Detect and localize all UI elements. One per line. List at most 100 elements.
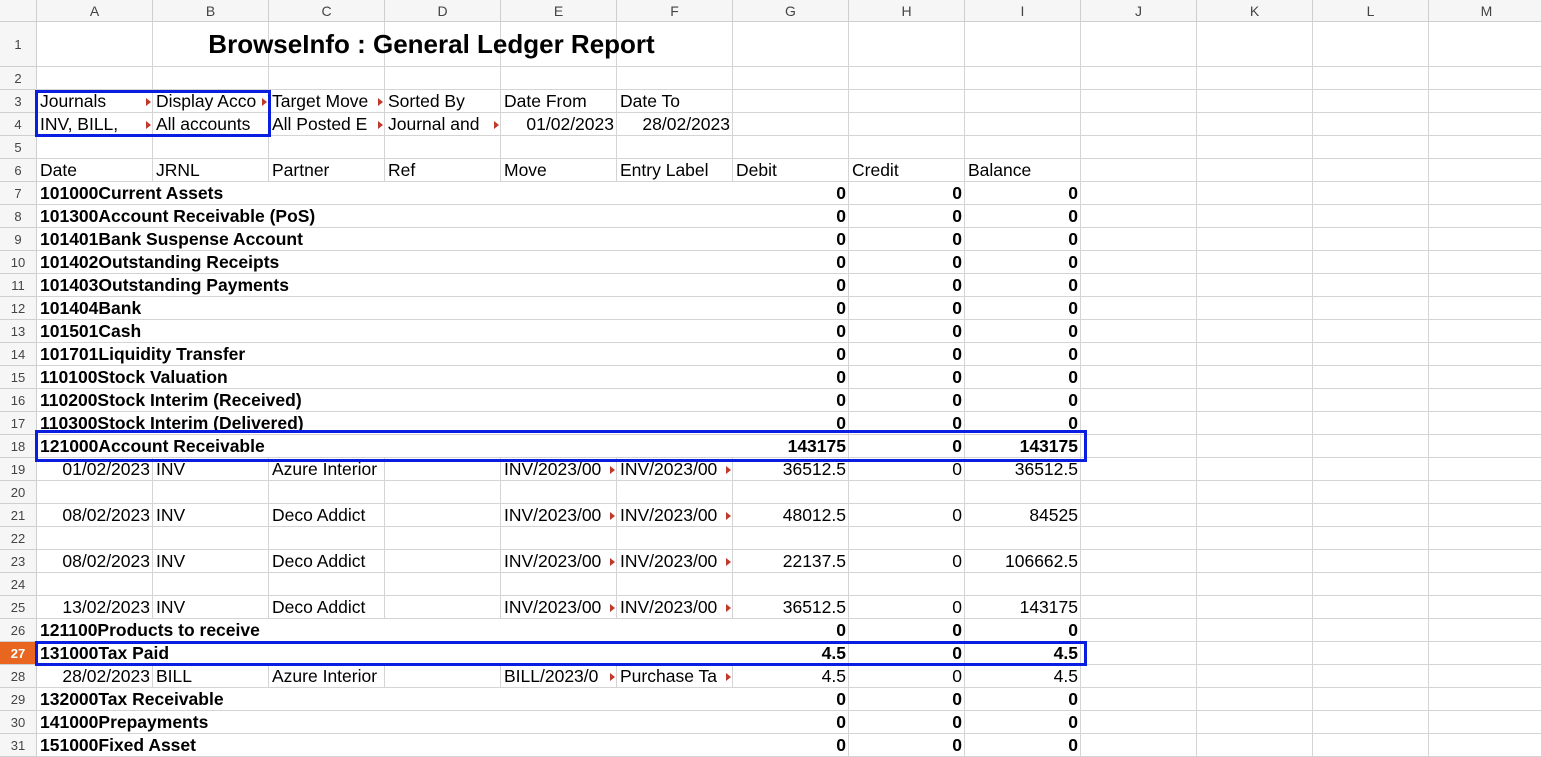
row-header-26[interactable]: 26 [0, 619, 37, 642]
column-header-g[interactable]: G [733, 0, 849, 22]
row-header-24[interactable]: 24 [0, 573, 37, 596]
entry-journal[interactable]: BILL [156, 666, 192, 686]
entry-move[interactable]: BILL/2023/0 [501, 665, 617, 687]
row-header-9[interactable]: 9 [0, 228, 37, 251]
row-header-15[interactable]: 15 [0, 366, 37, 389]
account-debit[interactable]: 0 [836, 298, 846, 318]
account-credit[interactable]: 0 [952, 735, 962, 755]
account-balance[interactable]: 0 [1068, 206, 1078, 226]
account-balance[interactable]: 0 [1068, 252, 1078, 272]
entry-balance[interactable]: 84525 [1029, 505, 1078, 525]
row-header-21[interactable]: 21 [0, 504, 37, 527]
column-title[interactable]: Partner [272, 160, 330, 180]
account-credit[interactable]: 0 [952, 321, 962, 341]
account-row-label[interactable]: 121100Products to receive [37, 619, 733, 641]
account-credit[interactable]: 0 [952, 367, 962, 387]
row-header-3[interactable]: 3 [0, 90, 37, 113]
filter-value[interactable]: All accounts [156, 114, 251, 134]
account-balance[interactable]: 0 [1068, 712, 1078, 732]
account-credit[interactable]: 0 [952, 643, 962, 663]
account-debit[interactable]: 143175 [787, 436, 846, 456]
entry-move[interactable]: INV/2023/00 [501, 458, 617, 480]
row-header-31[interactable]: 31 [0, 734, 37, 757]
entry-date[interactable]: 28/02/2023 [62, 666, 150, 686]
column-header-c[interactable]: C [269, 0, 385, 22]
account-balance[interactable]: 143175 [1019, 436, 1078, 456]
account-credit[interactable]: 0 [952, 436, 962, 456]
filter-header[interactable]: Date To [620, 91, 680, 111]
entry-balance[interactable]: 4.5 [1053, 666, 1078, 686]
entry-label[interactable]: INV/2023/00 [617, 504, 733, 526]
account-row-label[interactable]: 101401Bank Suspense Account [37, 228, 733, 250]
account-credit[interactable]: 0 [952, 344, 962, 364]
entry-credit[interactable]: 0 [952, 459, 962, 479]
entry-partner[interactable]: Azure Interior [272, 666, 378, 686]
account-credit[interactable]: 0 [952, 275, 962, 295]
entry-journal[interactable]: INV [156, 459, 186, 479]
row-header-22[interactable]: 22 [0, 527, 37, 550]
account-row-label[interactable]: 132000Tax Receivable [37, 688, 733, 710]
row-header-28[interactable]: 28 [0, 665, 37, 688]
filter-header[interactable]: Sorted By [388, 91, 465, 111]
column-title[interactable]: Ref [388, 160, 416, 180]
account-debit[interactable]: 0 [836, 252, 846, 272]
account-debit[interactable]: 0 [836, 689, 846, 709]
entry-balance[interactable]: 106662.5 [1005, 551, 1078, 571]
entry-label[interactable]: INV/2023/00 [617, 596, 733, 618]
column-header-l[interactable]: L [1313, 0, 1429, 22]
account-balance[interactable]: 0 [1068, 689, 1078, 709]
row-header-10[interactable]: 10 [0, 251, 37, 274]
account-debit[interactable]: 0 [836, 321, 846, 341]
filter-value[interactable]: INV, BILL, [37, 113, 153, 135]
account-row-label[interactable]: 101404Bank [37, 297, 733, 319]
account-balance[interactable]: 0 [1068, 413, 1078, 433]
account-row-label[interactable]: 110300Stock Interim (Delivered) [37, 412, 733, 434]
entry-date[interactable]: 08/02/2023 [62, 551, 150, 571]
entry-journal[interactable]: INV [156, 551, 186, 571]
row-header-18[interactable]: 18 [0, 435, 37, 458]
account-row-label[interactable]: 101701Liquidity Transfer [37, 343, 733, 365]
account-row-label[interactable]: 121000Account Receivable [37, 435, 733, 457]
account-balance[interactable]: 0 [1068, 367, 1078, 387]
row-header-14[interactable]: 14 [0, 343, 37, 366]
account-debit[interactable]: 0 [836, 206, 846, 226]
account-debit[interactable]: 0 [836, 275, 846, 295]
row-header-27[interactable]: 27 [0, 642, 37, 665]
row-header-25[interactable]: 25 [0, 596, 37, 619]
account-credit[interactable]: 0 [952, 712, 962, 732]
row-header-23[interactable]: 23 [0, 550, 37, 573]
column-header-i[interactable]: I [965, 0, 1081, 22]
entry-journal[interactable]: INV [156, 505, 186, 525]
account-debit[interactable]: 0 [836, 390, 846, 410]
account-debit[interactable]: 0 [836, 735, 846, 755]
filter-header[interactable]: Target Move [269, 90, 385, 112]
row-header-1[interactable]: 1 [0, 22, 37, 67]
column-title[interactable]: Move [504, 160, 547, 180]
column-title[interactable]: Entry Label [620, 160, 709, 180]
row-header-11[interactable]: 11 [0, 274, 37, 297]
entry-journal[interactable]: INV [156, 597, 186, 617]
row-header-2[interactable]: 2 [0, 67, 37, 90]
row-header-6[interactable]: 6 [0, 159, 37, 182]
entry-partner[interactable]: Deco Addict [272, 505, 366, 525]
column-header-e[interactable]: E [501, 0, 617, 22]
column-title[interactable]: Credit [852, 160, 899, 180]
filter-header[interactable]: Journals [37, 90, 153, 112]
entry-partner[interactable]: Deco Addict [272, 551, 366, 571]
account-row-label[interactable]: 101402Outstanding Receipts [37, 251, 733, 273]
entry-credit[interactable]: 0 [952, 666, 962, 686]
row-header-30[interactable]: 30 [0, 711, 37, 734]
row-header-4[interactable]: 4 [0, 113, 37, 136]
entry-partner[interactable]: Deco Addict [272, 597, 366, 617]
filter-header[interactable]: Display Acco [153, 90, 269, 112]
column-title[interactable]: Debit [736, 160, 777, 180]
account-credit[interactable]: 0 [952, 229, 962, 249]
entry-credit[interactable]: 0 [952, 551, 962, 571]
column-header-k[interactable]: K [1197, 0, 1313, 22]
account-balance[interactable]: 0 [1068, 321, 1078, 341]
account-row-label[interactable]: 131000Tax Paid [37, 642, 733, 664]
row-header-19[interactable]: 19 [0, 458, 37, 481]
account-balance[interactable]: 4.5 [1053, 643, 1078, 663]
account-debit[interactable]: 0 [836, 367, 846, 387]
account-debit[interactable]: 0 [836, 413, 846, 433]
